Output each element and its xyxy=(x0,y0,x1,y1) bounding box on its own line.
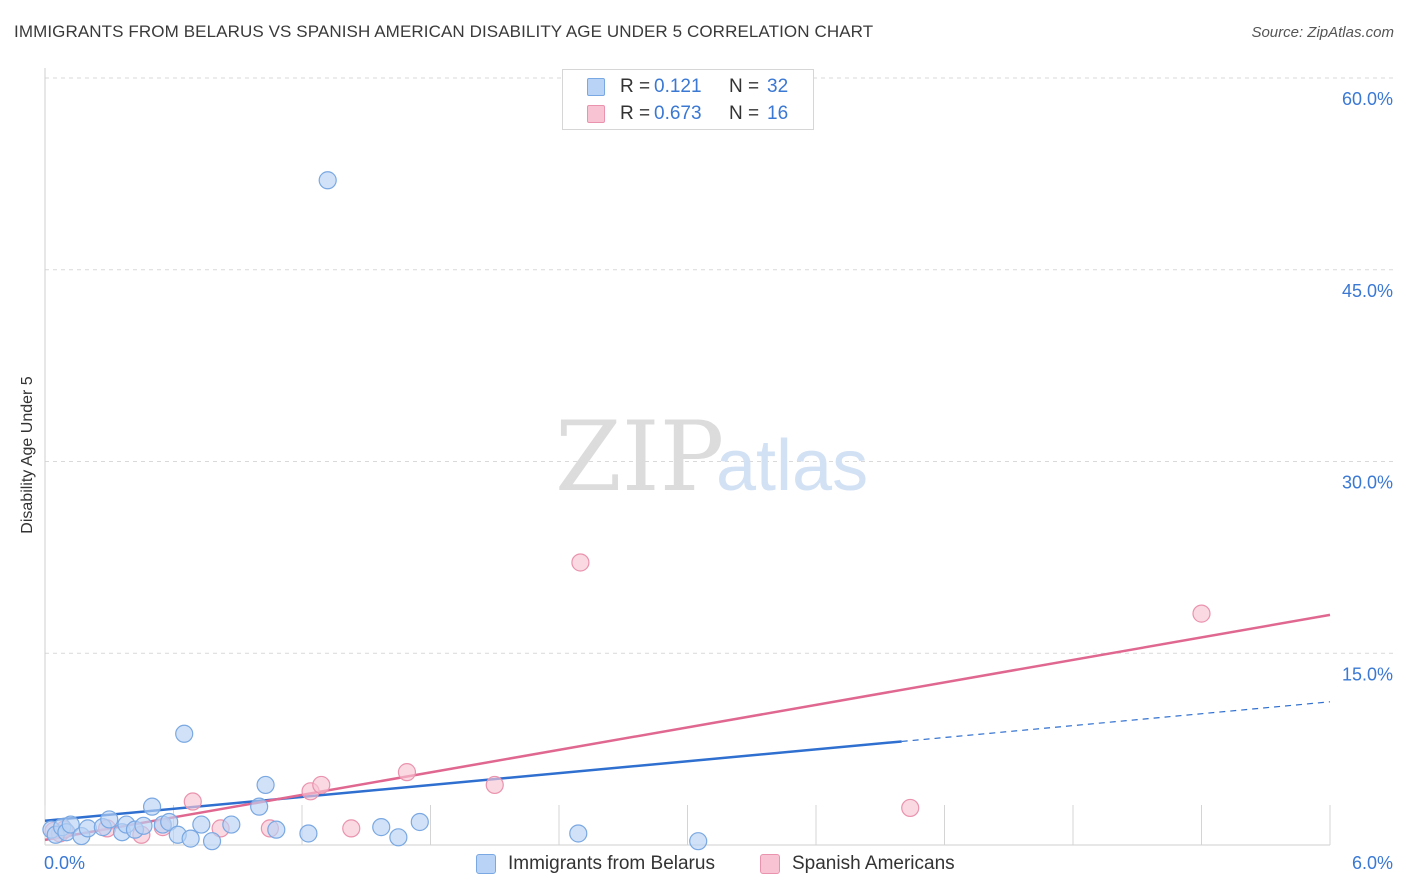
x-tick-label-0: 0.0% xyxy=(44,853,85,873)
n-value: 32 xyxy=(767,76,789,97)
point-spanish-10 xyxy=(312,775,331,795)
point-belarus-31 xyxy=(689,832,708,851)
watermark: ZIP atlas xyxy=(555,401,868,513)
stats-legend: R = 0.121 N = 32 R = 0.673 N = 16 xyxy=(562,69,814,130)
point-belarus-13 xyxy=(142,797,162,816)
point-belarus-18 xyxy=(181,829,200,848)
trend-line-belarus-extension xyxy=(901,701,1331,743)
y-tick-labels: 15.0% 30.0% 45.0% 60.0% xyxy=(1342,89,1393,684)
point-belarus-21 xyxy=(222,815,241,834)
legend-label-belarus: Immigrants from Belarus xyxy=(508,853,715,874)
legend-item-spanish[interactable]: Spanish Americans xyxy=(760,852,955,876)
legend-label-spanish: Spanish Americans xyxy=(792,853,955,874)
data-points xyxy=(42,171,1211,851)
point-belarus-24 xyxy=(267,820,286,839)
r-label: R = xyxy=(620,76,651,97)
watermark-atlas: atlas xyxy=(716,426,868,506)
r-label: R = xyxy=(620,103,651,124)
point-spanish-12 xyxy=(397,763,417,782)
n-label: N = xyxy=(729,103,760,124)
y-tick-label-0: 15.0% xyxy=(1342,664,1393,684)
y-tick-label-1: 30.0% xyxy=(1342,473,1393,493)
chart-title: IMMIGRANTS FROM BELARUS VS SPANISH AMERI… xyxy=(14,22,874,41)
y-axis-label: Disability Age Under 5 xyxy=(19,376,36,534)
point-belarus-12 xyxy=(134,816,153,835)
gridlines xyxy=(45,77,1393,654)
trend-line-belarus xyxy=(44,740,902,822)
point-spanish-6 xyxy=(183,792,202,811)
legend-item-belarus[interactable]: Immigrants from Belarus xyxy=(476,852,715,876)
point-belarus-4 xyxy=(61,815,80,834)
x-tick-label-1: 6.0% xyxy=(1352,853,1393,873)
source-label: Source: ZipAtlas.com xyxy=(1251,24,1394,41)
point-belarus-8 xyxy=(100,810,119,829)
point-belarus-15 xyxy=(160,812,179,832)
point-spanish-16 xyxy=(1192,604,1211,623)
point-spanish-11 xyxy=(342,819,361,838)
point-spanish-14 xyxy=(571,553,590,572)
point-belarus-23 xyxy=(256,775,275,795)
point-belarus-17 xyxy=(175,724,194,743)
point-belarus-19 xyxy=(192,815,211,834)
point-belarus-29 xyxy=(410,812,429,832)
point-spanish-13 xyxy=(485,775,504,795)
r-value: 0.673 xyxy=(654,103,702,124)
point-belarus-22 xyxy=(250,797,269,816)
blue-swatch xyxy=(587,78,605,96)
watermark-zip: ZIP xyxy=(555,401,724,513)
n-label: N = xyxy=(729,76,760,97)
point-belarus-26 xyxy=(318,171,337,190)
pink-swatch xyxy=(760,854,780,874)
point-belarus-28 xyxy=(389,828,408,847)
point-belarus-25 xyxy=(299,824,318,843)
axes xyxy=(44,68,1331,846)
point-belarus-27 xyxy=(372,818,391,837)
n-value: 16 xyxy=(767,103,789,124)
point-spanish-15 xyxy=(901,798,920,818)
r-value: 0.121 xyxy=(654,76,702,97)
pink-swatch xyxy=(587,105,605,123)
x-tick-labels: 0.0% 6.0% xyxy=(44,853,1393,873)
y-tick-label-2: 45.0% xyxy=(1342,281,1393,301)
point-belarus-20 xyxy=(202,832,222,851)
blue-swatch xyxy=(476,854,496,874)
y-tick-label-3: 60.0% xyxy=(1342,89,1393,109)
series-legend: Immigrants from Belarus Spanish American… xyxy=(0,850,1406,878)
point-belarus-6 xyxy=(78,819,97,838)
point-belarus-30 xyxy=(569,824,588,843)
